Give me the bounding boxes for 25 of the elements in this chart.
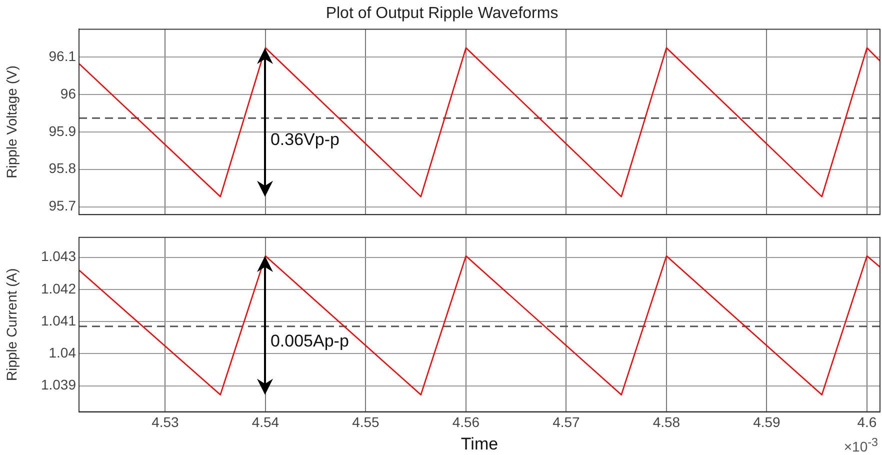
x-tick-label: 4.56 — [452, 414, 480, 430]
annotation: 0.36Vp-p — [270, 130, 340, 149]
chart-title: Plot of Output Ripple Waveforms — [326, 5, 558, 22]
y-tick-label: 1.041 — [40, 312, 76, 328]
y-tick-label: 96.1 — [48, 48, 76, 64]
text: ×10$^{-3}$ — [844, 436, 878, 455]
y-axis-title: Ripple Voltage (V) — [3, 65, 20, 178]
x-axis-title: Time — [460, 434, 498, 454]
y-axis-title: Ripple Current (A) — [3, 268, 20, 382]
y-tick-label: 1.04 — [48, 344, 76, 361]
x-tick-label: 4.54 — [252, 414, 280, 430]
y-tick-label: 1.039 — [40, 376, 76, 393]
y-tick-label: 96 — [60, 85, 76, 102]
x-tick-label: 4.58 — [652, 414, 680, 430]
x-tick-label: 4.57 — [552, 414, 580, 430]
x-tick-label: 4.6 — [857, 414, 877, 430]
y-tick-label: 1.043 — [40, 248, 76, 264]
y-tick-label: 95.8 — [48, 160, 76, 176]
x-tick-label: 4.55 — [352, 414, 380, 430]
y-tick-label: 95.7 — [48, 198, 76, 214]
x-tick-label: 4.59 — [753, 414, 781, 430]
x-tick-label: 4.53 — [152, 414, 180, 430]
annotation: 0.005Ap-p — [270, 332, 349, 351]
y-tick-label: 1.042 — [40, 280, 76, 296]
y-tick-label: 95.9 — [48, 122, 76, 139]
